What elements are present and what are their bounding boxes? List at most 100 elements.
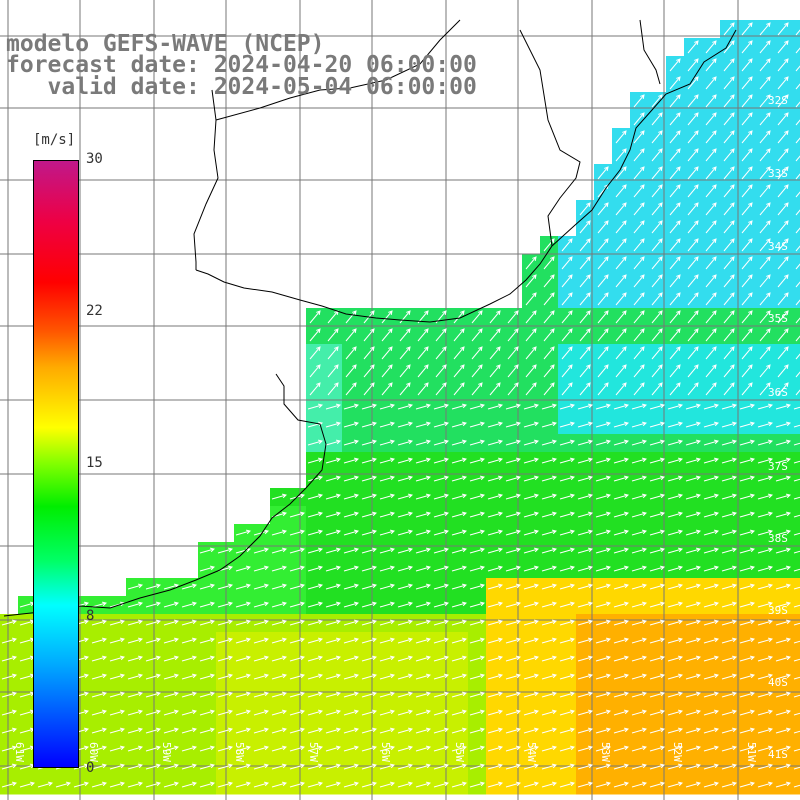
wind-arrow — [543, 256, 555, 270]
wind-arrow — [343, 403, 360, 410]
wind-arrow — [91, 781, 108, 788]
wind-arrow — [325, 403, 342, 410]
wind-arrow — [649, 421, 666, 428]
wind-arrow — [649, 475, 666, 482]
wind-arrow — [703, 745, 720, 752]
wind-arrow — [307, 745, 324, 752]
wind-arrow — [669, 202, 681, 216]
wind-arrow — [757, 457, 774, 464]
wind-arrow — [651, 382, 663, 396]
wind-arrow — [433, 691, 450, 698]
wind-arrow — [541, 691, 558, 698]
wind-arrow — [757, 673, 774, 680]
wind-arrow — [685, 475, 702, 482]
wind-arrow — [109, 637, 126, 644]
wind-arrow — [127, 691, 144, 698]
wind-arrow — [631, 709, 648, 716]
wind-arrow — [361, 565, 378, 572]
wind-arrow — [505, 691, 522, 698]
wind-arrow — [343, 475, 360, 482]
wind-arrow — [307, 547, 324, 554]
wind-arrow — [523, 403, 540, 410]
wind-arrow — [217, 709, 234, 716]
wind-arrow — [649, 673, 666, 680]
wind-arrow — [253, 619, 270, 626]
wind-arrow — [379, 727, 396, 734]
wind-arrow — [651, 346, 663, 360]
wind-arrow — [415, 709, 432, 716]
wind-arrow — [397, 475, 414, 482]
wind-arrow — [343, 457, 360, 464]
wind-arrow — [523, 727, 540, 734]
wind-arrow — [343, 565, 360, 572]
wind-arrow — [289, 781, 306, 788]
wind-arrow — [631, 583, 648, 590]
wind-arrow — [381, 310, 393, 324]
wind-arrow — [343, 619, 360, 626]
wind-arrow — [253, 529, 270, 536]
wind-arrow — [163, 619, 180, 626]
wind-arrow — [669, 310, 681, 324]
wind-arrow — [181, 619, 198, 626]
wind-speed-cell — [792, 686, 800, 705]
wind-arrow — [415, 421, 432, 428]
wind-arrow — [685, 421, 702, 428]
wind-speed-cell — [792, 614, 800, 633]
wind-arrow — [741, 184, 753, 198]
wind-arrow — [91, 637, 108, 644]
wind-arrow — [435, 382, 447, 396]
wind-arrow — [651, 274, 663, 288]
wind-arrow — [487, 745, 504, 752]
wind-arrow — [127, 709, 144, 716]
wind-arrow — [703, 673, 720, 680]
wind-arrow — [253, 745, 270, 752]
wind-arrow — [145, 619, 162, 626]
wind-arrow — [741, 58, 753, 72]
wind-speed-cell — [792, 272, 800, 291]
wind-arrow — [451, 709, 468, 716]
wind-arrow — [289, 655, 306, 662]
wind-arrow — [741, 292, 753, 306]
wind-arrow — [669, 184, 681, 198]
wind-arrow — [181, 727, 198, 734]
wind-arrow — [687, 112, 699, 126]
wind-arrow — [127, 673, 144, 680]
wind-arrow — [505, 421, 522, 428]
wind-arrow — [631, 745, 648, 752]
wind-arrow — [577, 403, 594, 410]
wind-arrow — [793, 676, 800, 680]
wind-arrow — [615, 184, 627, 198]
wind-arrow — [651, 130, 663, 144]
wind-arrow — [469, 745, 486, 752]
wind-arrow — [631, 457, 648, 464]
wind-arrow — [759, 76, 771, 90]
wind-arrow — [685, 547, 702, 554]
wind-arrow — [361, 619, 378, 626]
wind-arrow — [379, 565, 396, 572]
wind-arrow — [523, 601, 540, 608]
wind-arrow — [687, 292, 699, 306]
wind-arrow — [577, 781, 594, 788]
wind-arrow — [721, 421, 738, 428]
wind-arrow — [757, 619, 774, 626]
wind-arrow — [595, 745, 612, 752]
wind-arrow — [705, 274, 717, 288]
wind-arrow — [433, 421, 450, 428]
wind-arrow — [613, 547, 630, 554]
wind-arrow — [433, 547, 450, 554]
wind-arrow — [757, 691, 774, 698]
wind-arrow — [127, 655, 144, 662]
wind-arrow — [579, 328, 591, 342]
wind-arrow — [669, 328, 681, 342]
wind-arrow — [739, 547, 756, 554]
wind-arrow — [597, 220, 609, 234]
wind-arrow — [217, 601, 234, 608]
wind-arrow — [721, 403, 738, 410]
wind-arrow — [415, 727, 432, 734]
wind-arrow — [469, 421, 486, 428]
wind-arrow — [507, 364, 519, 378]
wind-arrow — [307, 763, 324, 770]
wind-arrow — [379, 619, 396, 626]
wind-arrow — [793, 442, 800, 446]
